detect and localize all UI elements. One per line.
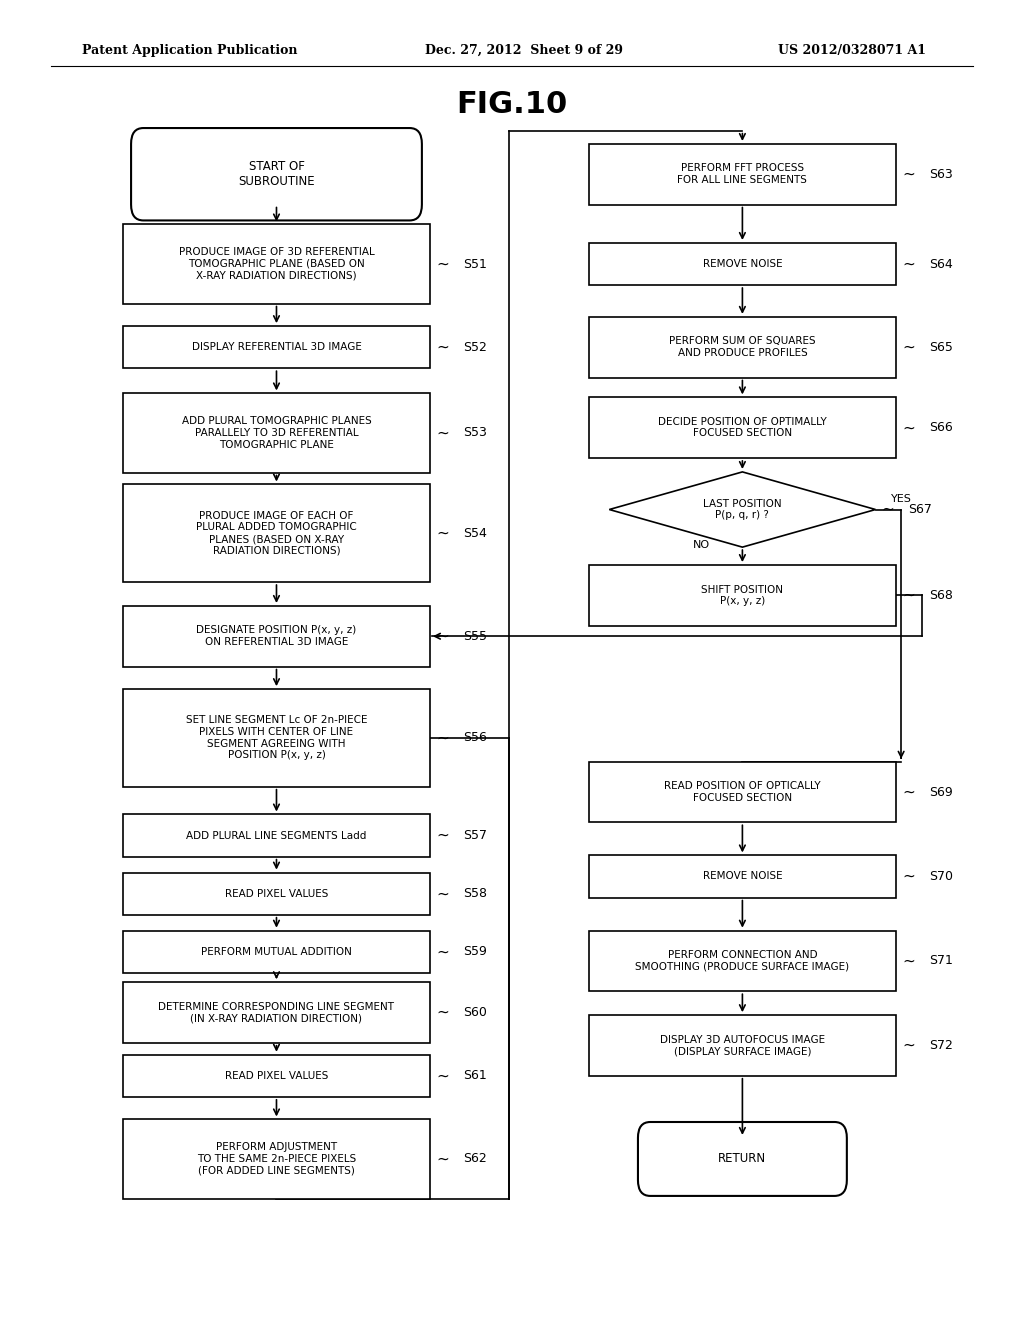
Text: US 2012/0328071 A1: US 2012/0328071 A1 xyxy=(778,44,927,57)
Text: ~: ~ xyxy=(902,784,914,800)
FancyBboxPatch shape xyxy=(123,606,430,667)
Text: REMOVE NOISE: REMOVE NOISE xyxy=(702,871,782,882)
Text: ~: ~ xyxy=(902,166,914,182)
Text: DISPLAY REFERENTIAL 3D IMAGE: DISPLAY REFERENTIAL 3D IMAGE xyxy=(191,342,361,352)
Text: S53: S53 xyxy=(463,426,486,440)
Text: ~: ~ xyxy=(436,525,449,541)
Text: SHIFT POSITION
P(x, y, z): SHIFT POSITION P(x, y, z) xyxy=(701,585,783,606)
Text: S70: S70 xyxy=(929,870,952,883)
FancyBboxPatch shape xyxy=(131,128,422,220)
Text: S52: S52 xyxy=(463,341,486,354)
Text: S58: S58 xyxy=(463,887,486,900)
Text: READ PIXEL VALUES: READ PIXEL VALUES xyxy=(225,888,328,899)
Text: S54: S54 xyxy=(463,527,486,540)
Text: DISPLAY 3D AUTOFOCUS IMAGE
(DISPLAY SURFACE IMAGE): DISPLAY 3D AUTOFOCUS IMAGE (DISPLAY SURF… xyxy=(659,1035,825,1056)
Text: S71: S71 xyxy=(929,954,952,968)
Text: S55: S55 xyxy=(463,630,486,643)
Text: S56: S56 xyxy=(463,731,486,744)
FancyBboxPatch shape xyxy=(589,931,896,991)
Text: ~: ~ xyxy=(436,628,449,644)
FancyBboxPatch shape xyxy=(123,1119,430,1199)
Text: S68: S68 xyxy=(929,589,952,602)
Text: ~: ~ xyxy=(902,587,914,603)
Text: Patent Application Publication: Patent Application Publication xyxy=(82,44,297,57)
Text: PERFORM MUTUAL ADDITION: PERFORM MUTUAL ADDITION xyxy=(201,946,352,957)
Text: RETURN: RETURN xyxy=(719,1152,766,1166)
Text: S69: S69 xyxy=(929,785,952,799)
FancyBboxPatch shape xyxy=(123,484,430,582)
Text: ~: ~ xyxy=(436,886,449,902)
Text: ~: ~ xyxy=(436,1005,449,1020)
FancyBboxPatch shape xyxy=(123,224,430,304)
Text: S66: S66 xyxy=(929,421,952,434)
Text: DECIDE POSITION OF OPTIMALLY
FOCUSED SECTION: DECIDE POSITION OF OPTIMALLY FOCUSED SEC… xyxy=(658,417,826,438)
Text: ADD PLURAL LINE SEGMENTS Ladd: ADD PLURAL LINE SEGMENTS Ladd xyxy=(186,830,367,841)
FancyBboxPatch shape xyxy=(589,565,896,626)
Text: ~: ~ xyxy=(436,828,449,843)
Text: ~: ~ xyxy=(436,1151,449,1167)
FancyBboxPatch shape xyxy=(123,326,430,368)
Text: PRODUCE IMAGE OF 3D REFERENTIAL
TOMOGRAPHIC PLANE (BASED ON
X-RAY RADIATION DIRE: PRODUCE IMAGE OF 3D REFERENTIAL TOMOGRAP… xyxy=(178,247,375,281)
FancyBboxPatch shape xyxy=(123,982,430,1043)
FancyBboxPatch shape xyxy=(589,762,896,822)
Text: S57: S57 xyxy=(463,829,486,842)
Text: PERFORM CONNECTION AND
SMOOTHING (PRODUCE SURFACE IMAGE): PERFORM CONNECTION AND SMOOTHING (PRODUC… xyxy=(635,950,850,972)
Text: S62: S62 xyxy=(463,1152,486,1166)
Text: ~: ~ xyxy=(436,425,449,441)
FancyBboxPatch shape xyxy=(589,1015,896,1076)
FancyBboxPatch shape xyxy=(123,814,430,857)
Text: ~: ~ xyxy=(436,730,449,746)
Text: PERFORM FFT PROCESS
FOR ALL LINE SEGMENTS: PERFORM FFT PROCESS FOR ALL LINE SEGMENT… xyxy=(678,164,807,185)
Text: S65: S65 xyxy=(929,341,952,354)
FancyBboxPatch shape xyxy=(123,873,430,915)
Text: YES: YES xyxy=(891,494,911,504)
Text: ~: ~ xyxy=(436,944,449,960)
Text: ~: ~ xyxy=(436,256,449,272)
FancyBboxPatch shape xyxy=(123,689,430,787)
Text: READ POSITION OF OPTICALLY
FOCUSED SECTION: READ POSITION OF OPTICALLY FOCUSED SECTI… xyxy=(665,781,820,803)
Text: Dec. 27, 2012  Sheet 9 of 29: Dec. 27, 2012 Sheet 9 of 29 xyxy=(425,44,623,57)
Text: S72: S72 xyxy=(929,1039,952,1052)
FancyBboxPatch shape xyxy=(589,243,896,285)
Text: READ PIXEL VALUES: READ PIXEL VALUES xyxy=(225,1071,328,1081)
Text: ~: ~ xyxy=(902,420,914,436)
Text: DESIGNATE POSITION P(x, y, z)
ON REFERENTIAL 3D IMAGE: DESIGNATE POSITION P(x, y, z) ON REFEREN… xyxy=(197,626,356,647)
Text: FIG.10: FIG.10 xyxy=(457,90,567,119)
Text: DETERMINE CORRESPONDING LINE SEGMENT
(IN X-RAY RADIATION DIRECTION): DETERMINE CORRESPONDING LINE SEGMENT (IN… xyxy=(159,1002,394,1023)
Text: ~: ~ xyxy=(902,256,914,272)
FancyBboxPatch shape xyxy=(123,393,430,473)
FancyBboxPatch shape xyxy=(589,144,896,205)
FancyBboxPatch shape xyxy=(589,317,896,378)
Text: S61: S61 xyxy=(463,1069,486,1082)
Text: S60: S60 xyxy=(463,1006,486,1019)
Text: S64: S64 xyxy=(929,257,952,271)
Text: S67: S67 xyxy=(908,503,932,516)
Text: S59: S59 xyxy=(463,945,486,958)
Text: SET LINE SEGMENT Lc OF 2n-PIECE
PIXELS WITH CENTER OF LINE
SEGMENT AGREEING WITH: SET LINE SEGMENT Lc OF 2n-PIECE PIXELS W… xyxy=(185,715,368,760)
Text: ~: ~ xyxy=(902,1038,914,1053)
Text: ~: ~ xyxy=(436,1068,449,1084)
Text: START OF
SUBROUTINE: START OF SUBROUTINE xyxy=(239,160,314,189)
FancyBboxPatch shape xyxy=(123,931,430,973)
Text: ADD PLURAL TOMOGRAPHIC PLANES
PARALLELY TO 3D REFERENTIAL
TOMOGRAPHIC PLANE: ADD PLURAL TOMOGRAPHIC PLANES PARALLELY … xyxy=(181,416,372,450)
Text: NO: NO xyxy=(693,540,710,550)
Text: S51: S51 xyxy=(463,257,486,271)
FancyBboxPatch shape xyxy=(589,855,896,898)
Text: PERFORM ADJUSTMENT
TO THE SAME 2n-PIECE PIXELS
(FOR ADDED LINE SEGMENTS): PERFORM ADJUSTMENT TO THE SAME 2n-PIECE … xyxy=(197,1142,356,1176)
Text: PRODUCE IMAGE OF EACH OF
PLURAL ADDED TOMOGRAPHIC
PLANES (BASED ON X-RAY
RADIATI: PRODUCE IMAGE OF EACH OF PLURAL ADDED TO… xyxy=(197,511,356,556)
Text: LAST POSITION
P(p, q, r) ?: LAST POSITION P(p, q, r) ? xyxy=(703,499,781,520)
FancyBboxPatch shape xyxy=(123,1055,430,1097)
Text: ~: ~ xyxy=(902,339,914,355)
Polygon shape xyxy=(609,473,876,546)
Text: S63: S63 xyxy=(929,168,952,181)
Text: PERFORM SUM OF SQUARES
AND PRODUCE PROFILES: PERFORM SUM OF SQUARES AND PRODUCE PROFI… xyxy=(669,337,816,358)
Text: ~: ~ xyxy=(436,339,449,355)
Text: ~: ~ xyxy=(902,869,914,884)
Text: ~: ~ xyxy=(882,502,894,517)
Text: REMOVE NOISE: REMOVE NOISE xyxy=(702,259,782,269)
FancyBboxPatch shape xyxy=(638,1122,847,1196)
FancyBboxPatch shape xyxy=(589,397,896,458)
Text: ~: ~ xyxy=(902,953,914,969)
